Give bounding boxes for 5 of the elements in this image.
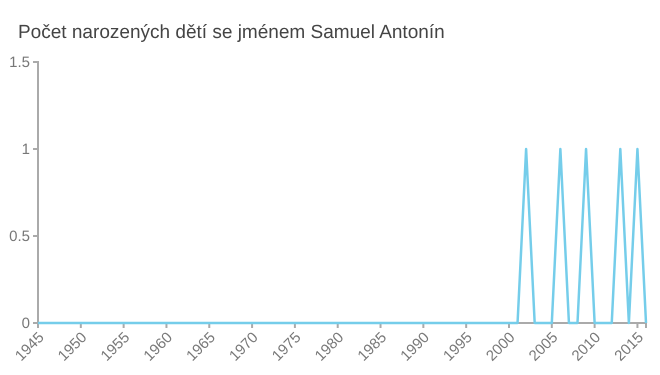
y-tick-label: 1.5 (9, 54, 30, 71)
y-tick-label: 0.5 (9, 228, 30, 245)
chart-title: Počet narozených dětí se jménem Samuel Antonín (18, 22, 445, 43)
y-tick-label: 1 (22, 140, 30, 158)
y-tick-label: 0 (22, 314, 30, 332)
